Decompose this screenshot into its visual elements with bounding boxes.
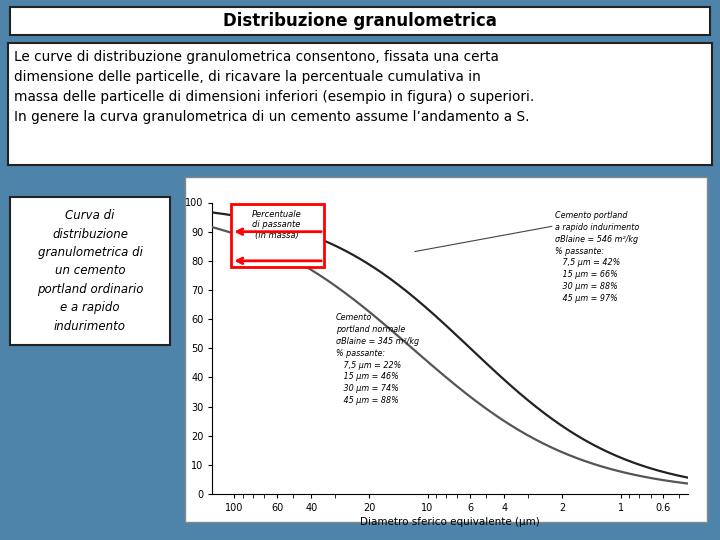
Text: Percentuale
di passante
(in massa): Percentuale di passante (in massa) <box>252 210 302 240</box>
Text: Le curve di distribuzione granulometrica consentono, fissata una certa
dimension: Le curve di distribuzione granulometrica… <box>14 50 534 124</box>
Text: Cemento
portland normale
σBlaine = 345 m²/kg
% passante:
   7,5 μm = 22%
   15 μ: Cemento portland normale σBlaine = 345 m… <box>336 313 419 405</box>
Text: Curva di
distribuzione
granulometrica di
un cemento
portland ordinario
e a rapid: Curva di distribuzione granulometrica di… <box>37 209 143 333</box>
FancyBboxPatch shape <box>185 177 707 522</box>
Text: Distribuzione granulometrica: Distribuzione granulometrica <box>223 12 497 30</box>
FancyBboxPatch shape <box>8 43 712 165</box>
FancyBboxPatch shape <box>10 197 170 345</box>
Bar <box>231 204 324 267</box>
Text: Cemento portland
a rapido indurimento
σBlaine = 546 m²/kg
% passante:
   7,5 μm : Cemento portland a rapido indurimento σB… <box>554 211 639 303</box>
X-axis label: Diametro sferico equivalente (μm): Diametro sferico equivalente (μm) <box>360 517 540 527</box>
FancyBboxPatch shape <box>10 7 710 35</box>
